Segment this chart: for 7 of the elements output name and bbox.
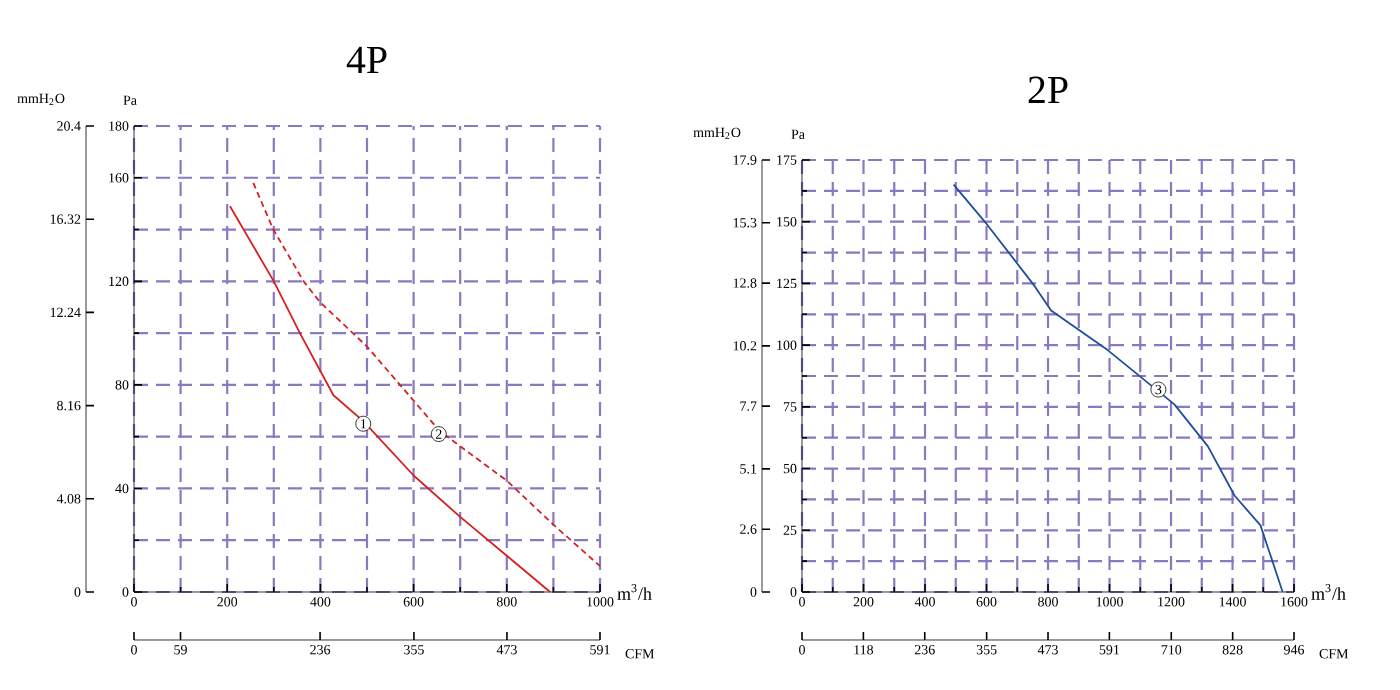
chart-title: 4P <box>346 46 387 73</box>
line-series <box>229 205 552 593</box>
line-series <box>252 182 601 568</box>
chart-title: 2P <box>1028 76 1068 103</box>
line-series <box>952 183 1284 593</box>
x-axis-title: m$^{3}$/h <box>617 584 652 600</box>
x-axis-title: m$^{3}$/h <box>1311 584 1346 600</box>
